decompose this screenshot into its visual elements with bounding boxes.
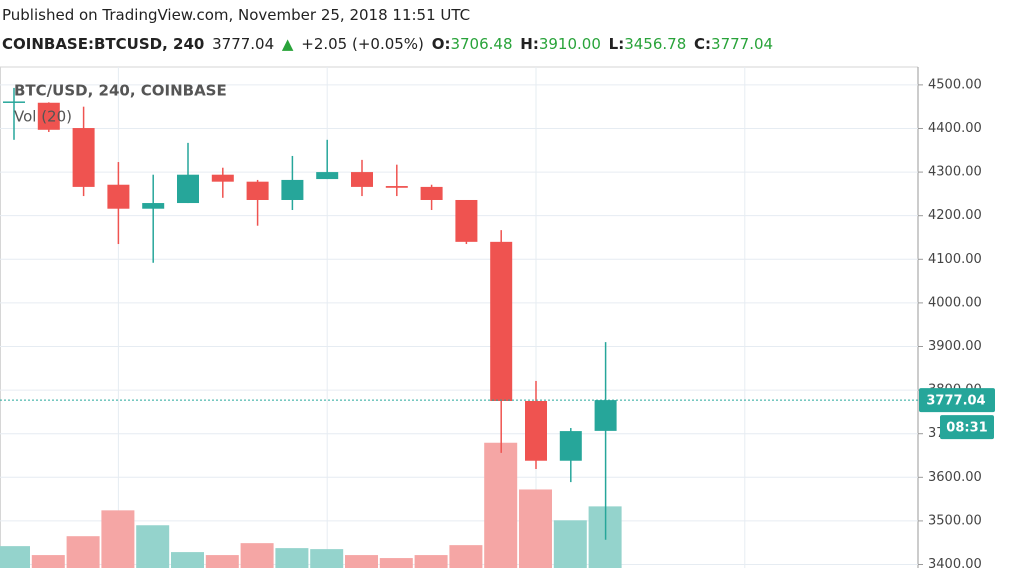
candle-body bbox=[351, 172, 373, 187]
volume-bar bbox=[66, 536, 100, 568]
low-value: 3456.78 bbox=[624, 35, 687, 53]
candle-body bbox=[211, 174, 234, 182]
open-value: 3706.48 bbox=[450, 35, 513, 53]
volume-bar bbox=[171, 552, 204, 568]
volume-bar bbox=[205, 555, 239, 568]
volume-bar bbox=[379, 558, 413, 568]
symbol-line: COINBASE:BTCUSD, 240 3777.04 ▲ +2.05 (+0… bbox=[2, 35, 776, 53]
timer-label: 08:31 bbox=[946, 421, 987, 436]
volume-bar bbox=[136, 525, 170, 568]
y-tick-label: 4500.00 bbox=[928, 77, 982, 92]
close-label: C: bbox=[694, 35, 712, 53]
candle-body bbox=[525, 401, 547, 461]
published-line: Published on TradingView.com, November 2… bbox=[2, 6, 471, 24]
volume-bar bbox=[240, 543, 274, 568]
y-tick-label: 3500.00 bbox=[928, 513, 982, 528]
y-tick-label: 4400.00 bbox=[928, 121, 982, 136]
change: +2.05 (+0.05%) bbox=[301, 35, 424, 53]
volume-bar bbox=[414, 555, 448, 568]
candle-body bbox=[490, 241, 513, 401]
candle-body bbox=[455, 199, 478, 242]
volume-bar bbox=[519, 489, 552, 568]
candle-body bbox=[316, 172, 339, 180]
change-arrow: ▲ bbox=[281, 35, 294, 53]
candle-body bbox=[107, 184, 130, 209]
candle-body bbox=[72, 128, 95, 187]
open-label: O: bbox=[431, 35, 451, 53]
high-value: 3910.00 bbox=[538, 35, 601, 53]
candle-body bbox=[142, 203, 165, 209]
y-tick-label: 4200.00 bbox=[928, 208, 982, 223]
low-label: L: bbox=[608, 35, 625, 53]
candle-body bbox=[246, 181, 269, 200]
volume-legend: Vol (20) bbox=[14, 108, 72, 126]
candle-body bbox=[37, 102, 60, 130]
y-tick-label: 4300.00 bbox=[928, 165, 982, 180]
volume-bar bbox=[449, 545, 483, 568]
candle-body bbox=[3, 101, 25, 103]
y-tick-label: 3900.00 bbox=[928, 339, 982, 354]
volume-bar bbox=[484, 442, 518, 568]
close-value: 3777.04 bbox=[711, 35, 774, 53]
volume-bar bbox=[553, 520, 587, 568]
volume-bar bbox=[275, 548, 309, 568]
volume-bar bbox=[310, 549, 344, 568]
symbol: COINBASE:BTCUSD, 240 bbox=[2, 35, 205, 53]
price-label: 3777.04 bbox=[926, 394, 985, 409]
volume-bar bbox=[345, 555, 378, 568]
y-tick-label: 4000.00 bbox=[928, 295, 982, 310]
timer-box bbox=[940, 415, 994, 440]
high-label: H: bbox=[520, 35, 539, 53]
volume-bar bbox=[0, 546, 30, 568]
last-price: 3777.04 bbox=[212, 35, 275, 53]
candle-body bbox=[177, 174, 199, 204]
y-tick-label: 3400.00 bbox=[928, 557, 982, 568]
price-label-box bbox=[919, 388, 995, 413]
y-tick-label: 4100.00 bbox=[928, 252, 982, 267]
y-tick-label: 3600.00 bbox=[928, 470, 982, 485]
legend-title: BTC/USD, 240, COINBASE bbox=[14, 82, 227, 100]
candle-body bbox=[594, 400, 617, 431]
candle-body bbox=[281, 179, 304, 200]
candle-body bbox=[420, 186, 443, 200]
volume-bar bbox=[31, 555, 65, 568]
candle-body bbox=[559, 431, 582, 461]
candle-body bbox=[385, 186, 408, 188]
volume-bar bbox=[101, 510, 135, 568]
